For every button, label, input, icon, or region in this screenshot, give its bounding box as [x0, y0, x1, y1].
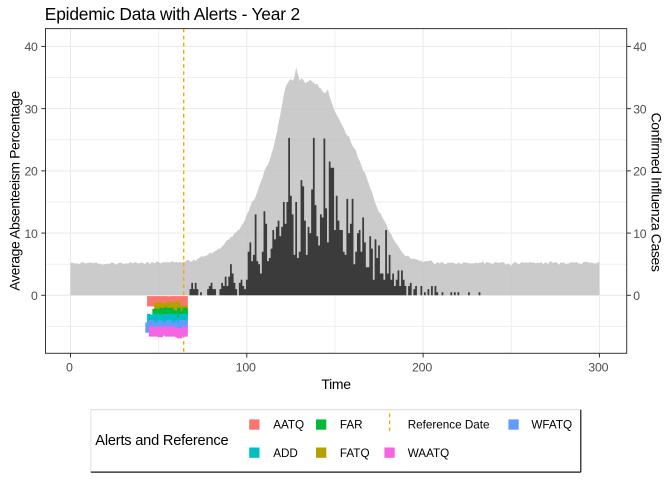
- svg-text:200: 200: [412, 361, 432, 375]
- svg-text:Time: Time: [321, 376, 351, 392]
- svg-text:FATQ: FATQ: [340, 447, 370, 460]
- svg-text:WAATQ: WAATQ: [408, 447, 450, 460]
- svg-text:10: 10: [633, 227, 647, 241]
- svg-text:20: 20: [24, 165, 38, 179]
- svg-text:Confirmed Influenza Cases: Confirmed Influenza Cases: [649, 113, 665, 272]
- svg-text:100: 100: [236, 361, 256, 375]
- svg-text:Epidemic Data with Alerts - Ye: Epidemic Data with Alerts - Year 2: [45, 4, 300, 24]
- svg-text:300: 300: [588, 361, 608, 375]
- svg-text:20: 20: [633, 165, 647, 179]
- svg-text:WFATQ: WFATQ: [531, 419, 572, 432]
- svg-text:Reference Date: Reference Date: [408, 419, 490, 432]
- svg-text:30: 30: [633, 102, 647, 116]
- svg-text:0: 0: [66, 361, 73, 375]
- svg-text:Average Absenteeism Percentage: Average Absenteeism Percentage: [7, 91, 23, 291]
- svg-text:10: 10: [24, 227, 38, 241]
- svg-text:Alerts and Reference: Alerts and Reference: [95, 433, 228, 449]
- svg-text:40: 40: [24, 40, 38, 54]
- svg-text:40: 40: [633, 40, 647, 54]
- svg-text:0: 0: [633, 289, 640, 303]
- svg-text:ADD: ADD: [273, 447, 298, 460]
- svg-text:30: 30: [24, 102, 38, 116]
- svg-text:FAR: FAR: [340, 419, 363, 432]
- svg-text:0: 0: [31, 289, 38, 303]
- svg-text:AATQ: AATQ: [273, 419, 304, 432]
